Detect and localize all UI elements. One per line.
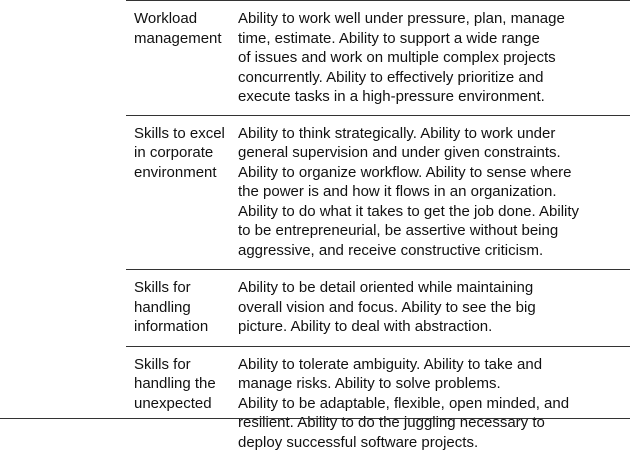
row-label: Workload management [126, 0, 236, 115]
label-line: Workload [134, 9, 236, 29]
row-description: Ability to think strategically. Ability … [236, 116, 628, 270]
desc-line: Ability to be adaptable, flexible, open … [238, 394, 628, 414]
desc-line: Ability to do what it takes to get the j… [238, 202, 628, 222]
desc-line: Ability to be detail oriented while main… [238, 278, 628, 298]
desc-line: deploy successful software projects. [238, 433, 628, 453]
desc-line: execute tasks in a high-pressure environ… [238, 87, 628, 107]
label-line: environment [134, 163, 236, 183]
desc-line: of issues and work on multiple complex p… [238, 48, 628, 68]
row-label: Skills for handling information [126, 270, 236, 346]
desc-line: concurrently. Ability to effectively pri… [238, 68, 628, 88]
desc-line: overall vision and focus. Ability to see… [238, 298, 628, 318]
row-description: Ability to be detail oriented while main… [236, 270, 628, 346]
label-line: in corporate [134, 143, 236, 163]
row-description: Ability to work well under pressure, pla… [236, 0, 628, 115]
row-label: Skills for handling the unexpected [126, 347, 236, 461]
desc-line: time, estimate. Ability to support a wid… [238, 29, 628, 49]
table-row: Workload management Ability to work well… [126, 0, 630, 116]
table-row: Skills for handling information Ability … [126, 270, 630, 347]
desc-line: manage risks. Ability to solve problems. [238, 374, 628, 394]
label-line: handling [134, 298, 236, 318]
desc-line: Ability to think strategically. Ability … [238, 124, 628, 144]
label-line: information [134, 317, 236, 337]
label-line: Skills for [134, 278, 236, 298]
desc-line: to be entrepreneurial, be assertive with… [238, 221, 628, 241]
desc-line: general supervision and under given cons… [238, 143, 628, 163]
label-line: handling the [134, 374, 236, 394]
desc-line: aggressive, and receive constructive cri… [238, 241, 628, 261]
table-row: Skills to excel in corporate environment… [126, 116, 630, 271]
desc-line: picture. Ability to deal with abstractio… [238, 317, 628, 337]
table-bottom-rule [0, 418, 630, 419]
label-line: management [134, 29, 236, 49]
label-line: Skills for [134, 355, 236, 375]
row-description: Ability to tolerate ambiguity. Ability t… [236, 347, 628, 461]
desc-line: resilient. Ability to do the juggling ne… [238, 413, 628, 433]
row-label: Skills to excel in corporate environment [126, 116, 236, 270]
desc-line: the power is and how it flows in an orga… [238, 182, 628, 202]
desc-line: Ability to tolerate ambiguity. Ability t… [238, 355, 628, 375]
desc-line: Ability to work well under pressure, pla… [238, 9, 628, 29]
skills-table: Workload management Ability to work well… [126, 0, 630, 461]
label-line: Skills to excel [134, 124, 236, 144]
label-line: unexpected [134, 394, 236, 414]
table-row: Skills for handling the unexpected Abili… [126, 347, 630, 461]
desc-line: Ability to organize workflow. Ability to… [238, 163, 628, 183]
